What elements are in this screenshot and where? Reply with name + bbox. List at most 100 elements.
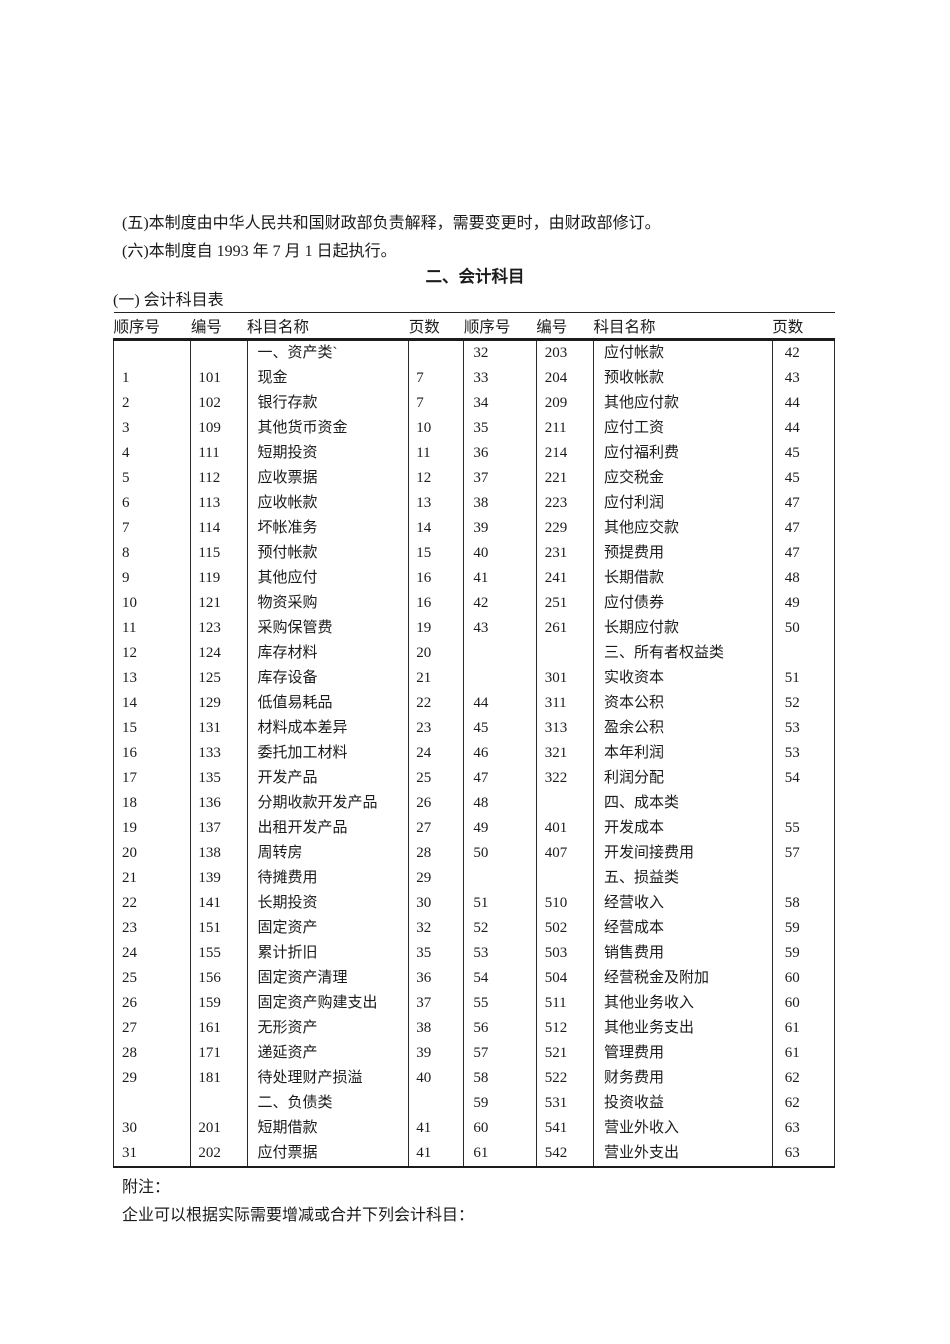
- name-right-cell: 其他应交款: [593, 516, 773, 541]
- page-right-cell: 62: [772, 1091, 836, 1116]
- table-row: 16 133 委托加工材料 24 46 321 本年利润 53: [112, 741, 836, 766]
- seq-left-cell: 13: [112, 666, 192, 691]
- code-left-cell: 155: [190, 941, 248, 966]
- name-right-cell: 利润分配: [593, 766, 773, 791]
- table-row: 17 135 开发产品 25 47 322 利润分配 54: [112, 766, 836, 791]
- code-left-cell: 119: [190, 566, 248, 591]
- code-left-cell: 161: [190, 1016, 248, 1041]
- seq-left-cell: 19: [112, 816, 192, 841]
- table-row: 8 115 预付帐款 15 40 231 预提费用 47: [112, 541, 836, 566]
- code-right-cell: 203: [536, 339, 594, 366]
- seq-right-cell: 54: [463, 966, 537, 991]
- name-right-cell: 长期借款: [593, 566, 773, 591]
- seq-left-cell: 3: [112, 416, 192, 441]
- seq-right-cell: [463, 866, 537, 891]
- seq-left-cell: 21: [112, 866, 192, 891]
- code-left-cell: 133: [190, 741, 248, 766]
- name-right-cell: 经营税金及附加: [593, 966, 773, 991]
- table-row: 27 161 无形资产 38 56 512 其他业务支出 61: [112, 1016, 836, 1041]
- name-left-cell: 出租开发产品: [247, 816, 410, 841]
- page-right-cell: 59: [772, 941, 836, 966]
- code-right-cell: 311: [536, 691, 594, 716]
- page-left-cell: 11: [408, 441, 465, 466]
- name-right-cell: 资本公积: [593, 691, 773, 716]
- seq-left-cell: 9: [112, 566, 192, 591]
- seq-right-cell: 49: [463, 816, 537, 841]
- page-right-cell: 61: [772, 1016, 836, 1041]
- name-right-cell: 经营成本: [593, 916, 773, 941]
- name-right-cell: 开发成本: [593, 816, 773, 841]
- code-right-cell: 223: [536, 491, 594, 516]
- code-left-cell: 141: [190, 891, 248, 916]
- page-left-cell: [408, 339, 465, 366]
- table-row: 30 201 短期借款 41 60 541 营业外收入 63: [112, 1116, 836, 1141]
- name-left-cell: 分期收款开发产品: [247, 791, 410, 816]
- table-row: 3 109 其他货币资金 10 35 211 应付工资 44: [112, 416, 836, 441]
- code-right-cell: 251: [536, 591, 594, 616]
- code-right-cell: 229: [536, 516, 594, 541]
- page-left-cell: 24: [408, 741, 465, 766]
- page-left-cell: 25: [408, 766, 465, 791]
- page-left-cell: 16: [408, 566, 465, 591]
- page-right-cell: 42: [772, 339, 836, 366]
- page-left-cell: 7: [408, 391, 465, 416]
- table-row: 29 181 待处理财产损溢 40 58 522 财务费用 62: [112, 1066, 836, 1091]
- page-right-cell: 47: [772, 516, 836, 541]
- seq-right-cell: 53: [463, 941, 537, 966]
- notes-section: 附注： 企业可以根据实际需要增减或合并下列会计科目：: [113, 1174, 837, 1230]
- page-left-cell: 15: [408, 541, 465, 566]
- name-left-cell: 应收帐款: [247, 491, 410, 516]
- code-right-cell: 531: [536, 1091, 594, 1116]
- code-right-cell: 503: [536, 941, 594, 966]
- seq-right-cell: 34: [463, 391, 537, 416]
- table-row: 1 101 现金 7 33 204 预收帐款 43: [112, 366, 836, 391]
- page-right-cell: 48: [772, 566, 836, 591]
- seq-right-cell: 58: [463, 1066, 537, 1091]
- table-row: 2 102 银行存款 7 34 209 其他应付款 44: [112, 391, 836, 416]
- page-right-cell: 61: [772, 1041, 836, 1066]
- page-left-cell: 13: [408, 491, 465, 516]
- name-left-cell: 其他货币资金: [247, 416, 410, 441]
- page-left-cell: 26: [408, 791, 465, 816]
- table-row: 14 129 低值易耗品 22 44 311 资本公积 52: [112, 691, 836, 716]
- code-left-cell: 124: [190, 641, 248, 666]
- subject-table-body: 一、资产类` 32 203 应付帐款 42 1 101 现金 7 33 204 预收帐款 43 2 102 银…: [112, 339, 836, 1168]
- code-right-cell: 313: [536, 716, 594, 741]
- name-right-cell: 销售费用: [593, 941, 773, 966]
- code-left-cell: 114: [190, 516, 248, 541]
- code-left-cell: 112: [190, 466, 248, 491]
- page-right-cell: 63: [772, 1116, 836, 1141]
- name-left-cell: 应收票据: [247, 466, 410, 491]
- name-right-cell: 开发间接费用: [593, 841, 773, 866]
- header-name-right: 科目名称: [593, 312, 773, 341]
- name-right-cell: 三、所有者权益类: [593, 641, 773, 666]
- note-label: 附注：: [122, 1179, 171, 1196]
- name-right-cell: 管理费用: [593, 1041, 773, 1066]
- table-row: 10 121 物资采购 16 42 251 应付债券 49: [112, 591, 836, 616]
- code-left-cell: [190, 339, 248, 366]
- table-row: 5 112 应收票据 12 37 221 应交税金 45: [112, 466, 836, 491]
- seq-left-cell: 4: [112, 441, 192, 466]
- seq-left-cell: 23: [112, 916, 192, 941]
- name-left-cell: 低值易耗品: [247, 691, 410, 716]
- seq-right-cell: 50: [463, 841, 537, 866]
- table-row: 20 138 周转房 28 50 407 开发间接费用 57: [112, 841, 836, 866]
- page-left-cell: [408, 1091, 465, 1116]
- seq-right-cell: 52: [463, 916, 537, 941]
- seq-left-cell: 18: [112, 791, 192, 816]
- seq-left-cell: 1: [112, 366, 192, 391]
- seq-left-cell: 5: [112, 466, 192, 491]
- seq-right-cell: 38: [463, 491, 537, 516]
- table-row: 9 119 其他应付 16 41 241 长期借款 48: [112, 566, 836, 591]
- name-right-cell: 应付利润: [593, 491, 773, 516]
- code-left-cell: 136: [190, 791, 248, 816]
- seq-left-cell: 26: [112, 991, 192, 1016]
- name-right-cell: 五、损益类: [593, 866, 773, 891]
- table-row: 21 139 待摊费用 29 五、损益类: [112, 866, 836, 891]
- code-left-cell: 113: [190, 491, 248, 516]
- page-right-cell: 60: [772, 991, 836, 1016]
- table-row: 一、资产类` 32 203 应付帐款 42: [112, 339, 836, 366]
- code-right-cell: [536, 641, 594, 666]
- seq-right-cell: 40: [463, 541, 537, 566]
- seq-right-cell: 61: [463, 1141, 537, 1168]
